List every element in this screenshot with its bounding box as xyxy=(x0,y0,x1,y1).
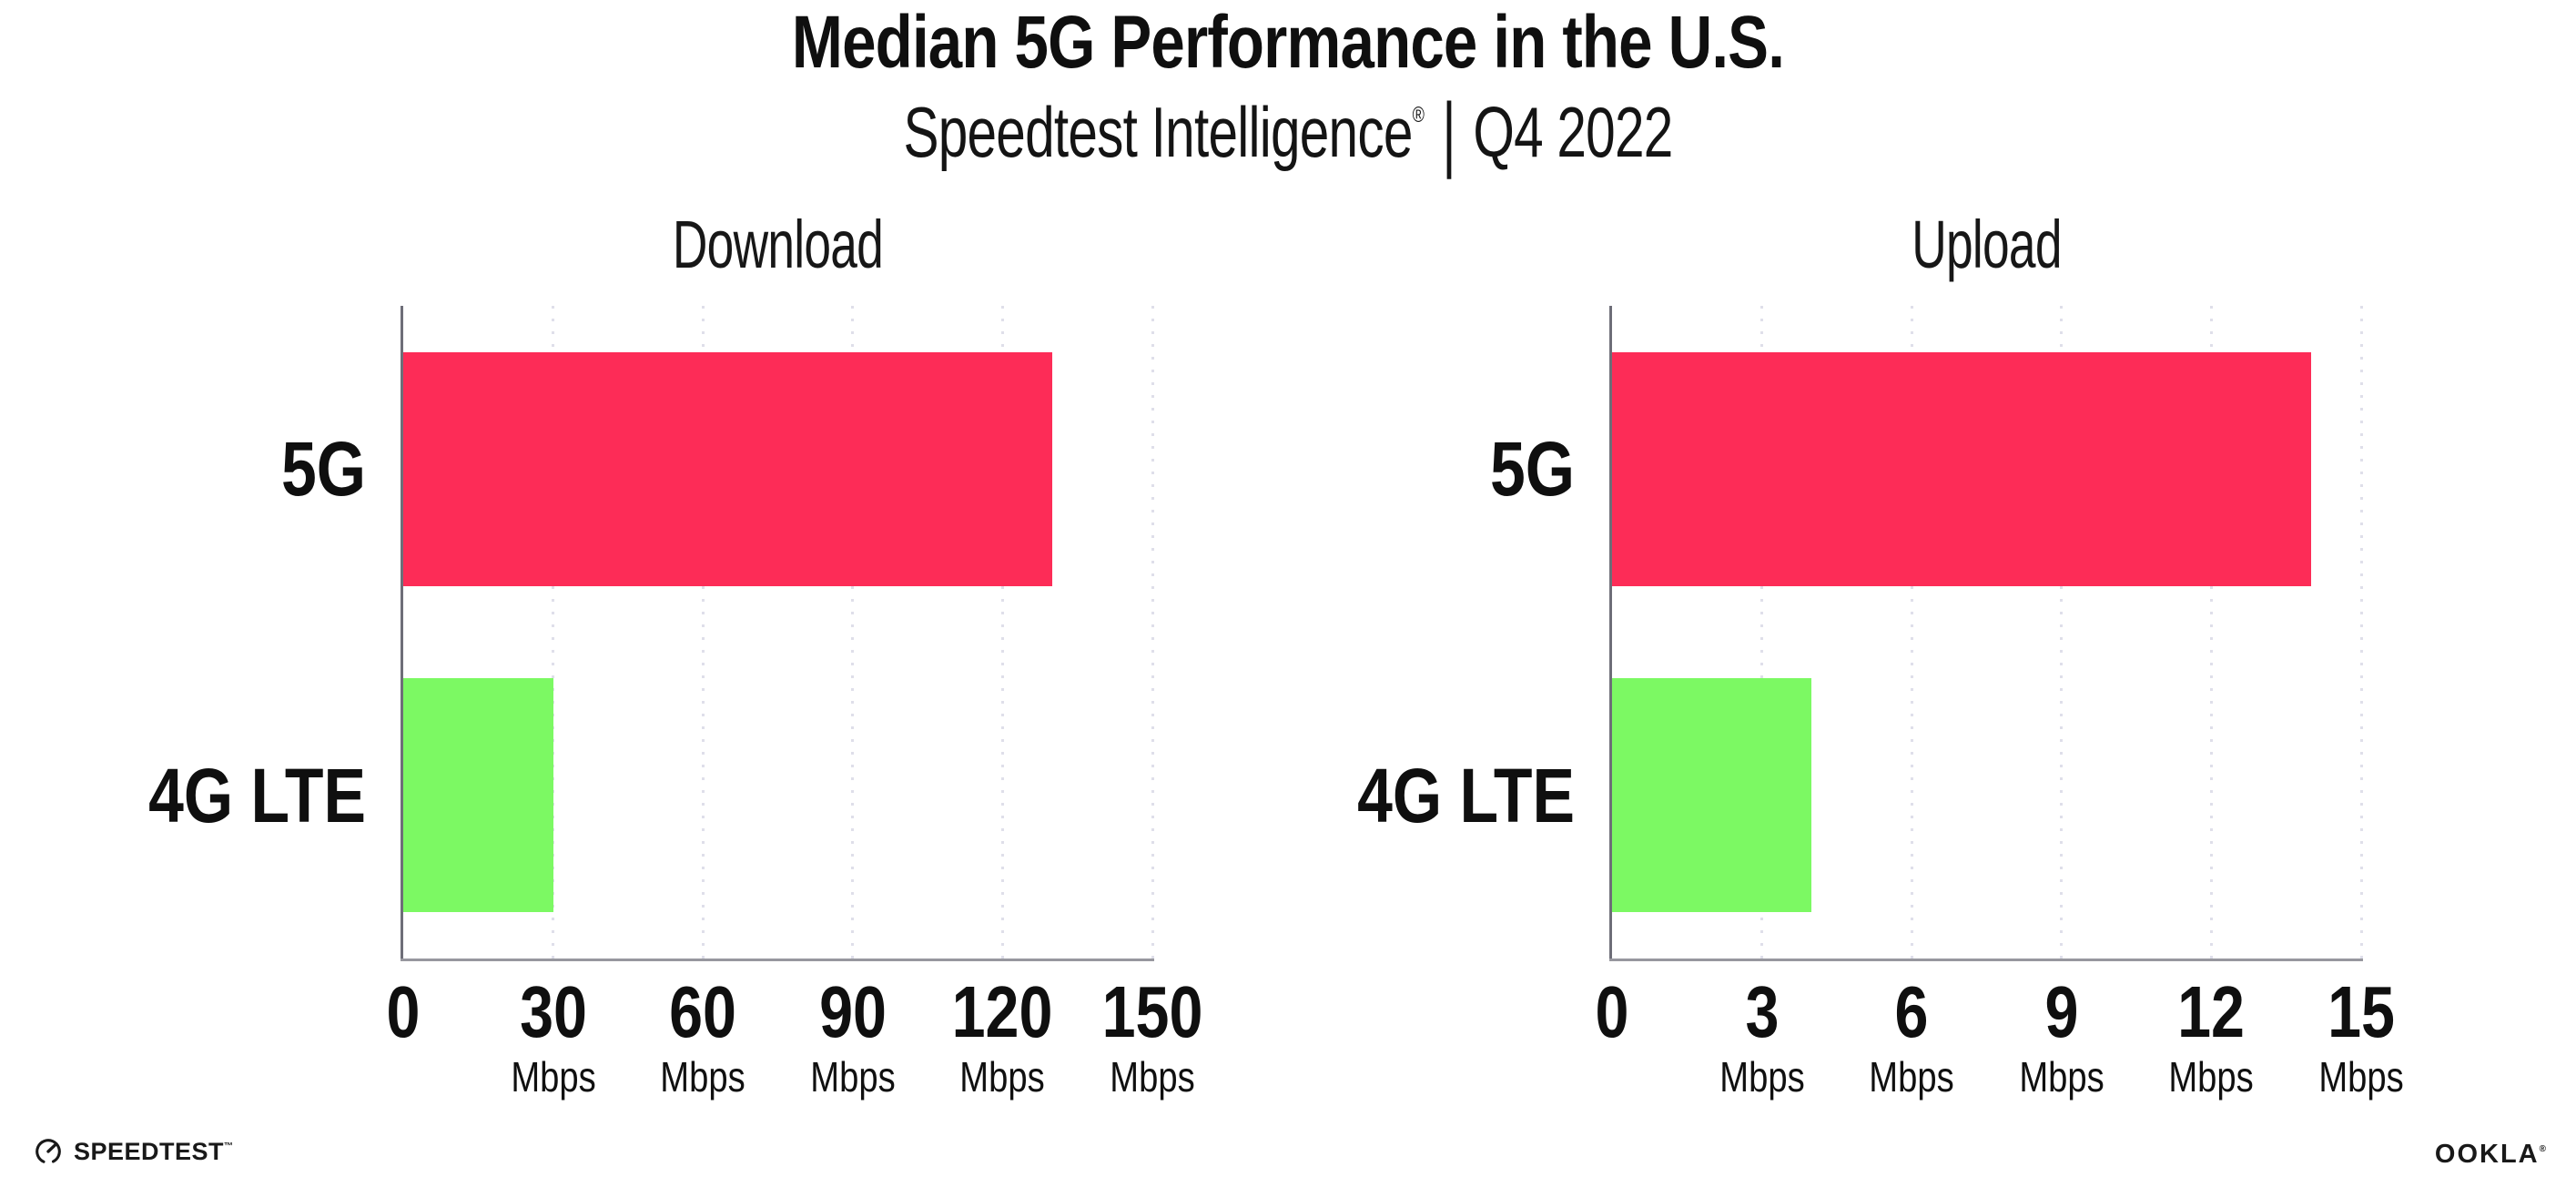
speedtest-wordmark: SPEEDTEST™ xyxy=(74,1137,234,1165)
gridline-12-mbps xyxy=(2209,306,2213,959)
speedtest-logo: SPEEDTEST™ xyxy=(33,1136,233,1167)
ookla-registered-symbol: ® xyxy=(2539,1144,2546,1154)
ookla-wordmark: OOKLA xyxy=(2434,1140,2540,1169)
speedtest-gauge-icon xyxy=(33,1136,64,1167)
x-tick-label-6: 6 xyxy=(1894,971,1929,1052)
y-axis-line xyxy=(1609,306,1612,960)
bar-4g-lte xyxy=(1612,678,1812,913)
bar-5g xyxy=(1612,351,2312,586)
x-tick-unit-label: Mbps xyxy=(810,1053,896,1101)
x-axis-line xyxy=(1609,959,2363,961)
x-tick-label-150: 150 xyxy=(1101,971,1203,1052)
gridline-3-mbps xyxy=(1760,306,1764,959)
download-chart-title: Download xyxy=(672,207,884,282)
x-tick-label-3: 3 xyxy=(1745,971,1780,1052)
gridline-30-mbps xyxy=(552,306,555,959)
gridline-9-mbps xyxy=(2060,306,2064,959)
chart-main-title: Median 5G Performance in the U.S. xyxy=(791,1,1785,84)
y-category-label-5g: 5G xyxy=(1489,426,1575,512)
gridline-6-mbps xyxy=(1910,306,1913,959)
x-tick-label-15: 15 xyxy=(2328,971,2395,1052)
bar-4g-lte xyxy=(403,678,553,913)
ookla-logo: OOKLA® xyxy=(2435,1141,2546,1168)
x-tick-unit-label: Mbps xyxy=(2168,1053,2255,1101)
x-tick-label-60: 60 xyxy=(669,971,737,1052)
bar-5g xyxy=(403,351,1053,586)
gridline-150-mbps xyxy=(1151,306,1154,959)
x-tick-unit-label: Mbps xyxy=(660,1053,745,1101)
chart-subtitle: Speedtest Intelligence® | Q4 2022 xyxy=(322,90,2255,174)
trademark-symbol: ™ xyxy=(224,1141,234,1151)
y-category-label-4g-lte: 4G LTE xyxy=(1357,752,1575,838)
x-tick-unit-label: Mbps xyxy=(1719,1053,1805,1101)
subtitle-separator: | xyxy=(1442,85,1455,179)
x-tick-label-0: 0 xyxy=(1595,971,1629,1052)
gridline-60-mbps xyxy=(701,306,705,959)
x-tick-unit-label: Mbps xyxy=(1110,1053,1195,1101)
y-category-label-5g: 5G xyxy=(280,426,366,512)
gridline-120-mbps xyxy=(1000,306,1004,959)
x-tick-label-12: 12 xyxy=(2177,971,2246,1052)
subtitle-brand: Speedtest Intelligence xyxy=(903,92,1413,172)
x-tick-label-120: 120 xyxy=(951,971,1053,1052)
x-tick-unit-label: Mbps xyxy=(959,1053,1046,1101)
x-axis-line xyxy=(401,959,1154,961)
x-tick-unit-label: Mbps xyxy=(1869,1053,1954,1101)
x-tick-label-90: 90 xyxy=(818,971,887,1052)
x-tick-unit-label: Mbps xyxy=(510,1053,596,1101)
x-tick-unit-label: Mbps xyxy=(2318,1053,2404,1101)
y-category-label-4g-lte: 4G LTE xyxy=(148,752,366,838)
gridline-15-mbps xyxy=(2359,306,2363,959)
gridline-90-mbps xyxy=(851,306,855,959)
x-tick-label-30: 30 xyxy=(519,971,587,1052)
subtitle-period: Q4 2022 xyxy=(1473,92,1673,172)
y-axis-line xyxy=(401,306,403,960)
x-tick-label-0: 0 xyxy=(386,971,421,1052)
upload-chart-title: Upload xyxy=(1912,207,2062,282)
x-tick-label-9: 9 xyxy=(2044,971,2079,1052)
registered-trademark-symbol: ® xyxy=(1412,103,1425,127)
x-tick-unit-label: Mbps xyxy=(2019,1053,2104,1101)
